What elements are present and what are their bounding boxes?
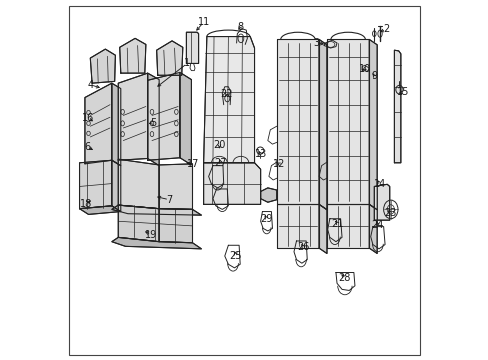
Text: 17: 17: [187, 159, 200, 169]
Text: 21: 21: [331, 219, 343, 229]
Polygon shape: [159, 164, 192, 210]
Polygon shape: [80, 206, 121, 215]
Text: 11: 11: [197, 17, 209, 27]
Text: 5: 5: [150, 118, 156, 128]
Polygon shape: [203, 37, 254, 163]
Text: 29: 29: [260, 214, 272, 224]
Polygon shape: [180, 72, 191, 165]
Polygon shape: [112, 160, 121, 212]
Text: 4: 4: [88, 80, 94, 90]
Text: 22: 22: [220, 89, 232, 99]
Text: 14: 14: [373, 179, 386, 189]
Polygon shape: [85, 83, 112, 164]
Polygon shape: [326, 40, 368, 204]
Text: 18: 18: [80, 199, 92, 210]
Polygon shape: [276, 40, 319, 204]
Polygon shape: [118, 73, 147, 160]
Polygon shape: [118, 205, 159, 242]
Polygon shape: [368, 40, 376, 210]
Polygon shape: [80, 160, 112, 209]
Polygon shape: [112, 83, 121, 166]
Text: 12: 12: [272, 159, 285, 169]
Text: 28: 28: [337, 273, 350, 283]
Text: 2: 2: [382, 24, 388, 35]
Polygon shape: [147, 72, 180, 160]
Text: 16: 16: [81, 113, 94, 123]
Polygon shape: [319, 40, 326, 210]
Polygon shape: [90, 49, 115, 83]
Text: 25: 25: [229, 251, 242, 261]
Polygon shape: [156, 41, 183, 75]
Text: 10: 10: [358, 64, 370, 74]
Polygon shape: [203, 163, 260, 204]
Polygon shape: [112, 205, 201, 215]
Polygon shape: [276, 204, 319, 248]
Polygon shape: [147, 73, 159, 166]
Polygon shape: [373, 184, 389, 220]
Polygon shape: [159, 209, 192, 243]
Text: 1: 1: [183, 58, 190, 68]
Text: 15: 15: [396, 87, 408, 97]
Text: 6: 6: [84, 142, 90, 152]
Polygon shape: [118, 159, 159, 209]
Polygon shape: [186, 32, 198, 63]
Polygon shape: [120, 39, 145, 73]
Polygon shape: [319, 204, 326, 253]
Text: 9: 9: [370, 71, 377, 81]
Text: 26: 26: [297, 242, 309, 252]
Text: 8: 8: [237, 22, 243, 32]
Polygon shape: [260, 188, 276, 202]
Text: 7: 7: [166, 195, 172, 205]
Text: 20: 20: [213, 140, 225, 150]
Text: 3: 3: [312, 38, 319, 48]
Polygon shape: [112, 237, 201, 249]
Polygon shape: [394, 50, 400, 163]
Text: 19: 19: [145, 230, 157, 239]
Text: 13: 13: [254, 149, 266, 159]
Polygon shape: [368, 204, 376, 253]
Text: 24: 24: [371, 220, 383, 230]
Polygon shape: [326, 204, 368, 248]
Text: 23: 23: [384, 208, 396, 218]
Text: 27: 27: [214, 158, 226, 168]
